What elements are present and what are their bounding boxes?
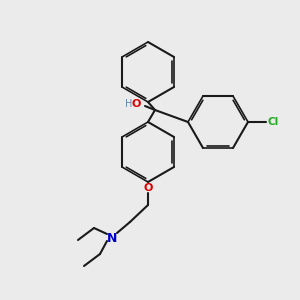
Text: O: O (132, 99, 141, 109)
Text: N: N (107, 232, 117, 244)
Text: H: H (124, 99, 132, 109)
Text: O: O (143, 183, 153, 193)
Text: Cl: Cl (267, 117, 278, 127)
